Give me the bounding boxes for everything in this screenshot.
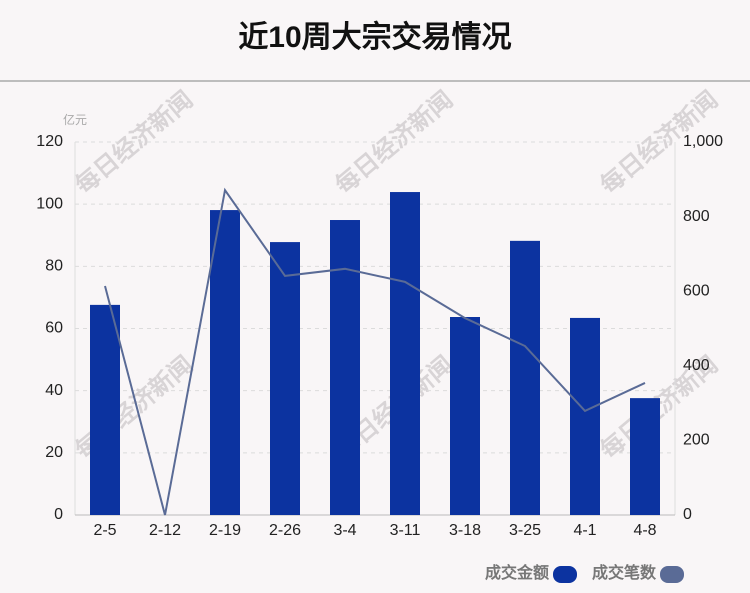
legend-label: 成交金额	[485, 563, 549, 582]
x-tick-label: 4-1	[573, 522, 596, 539]
y-tick-label: 120	[36, 133, 63, 150]
bar	[330, 220, 360, 515]
y-tick-label: 100	[36, 195, 63, 212]
chart-title: 近10周大宗交易情况	[238, 20, 511, 54]
y-tick-label: 20	[45, 444, 63, 461]
x-tick-label: 2-5	[93, 522, 116, 539]
x-tick-label: 2-12	[149, 522, 181, 539]
line	[104, 187, 646, 516]
bar	[510, 240, 540, 515]
x-tick-label: 3-18	[449, 522, 481, 539]
legend-swatch	[553, 566, 577, 583]
bar	[570, 317, 600, 515]
y-unit: 亿元	[63, 112, 87, 127]
bar	[390, 192, 420, 515]
bar	[450, 316, 480, 515]
y-tick-label: 40	[45, 382, 63, 399]
legend-swatch	[660, 566, 684, 583]
y2-tick-label: 200	[683, 432, 710, 449]
y-tick-label: 80	[45, 258, 63, 275]
y2-tick-label: 800	[683, 208, 710, 225]
bar	[630, 398, 660, 515]
x-tick-label: 4-8	[633, 522, 656, 539]
y-tick-label: 0	[54, 506, 63, 523]
x-tick-label: 2-26	[269, 522, 301, 539]
bar	[90, 304, 120, 515]
y2-tick-label: 0	[683, 506, 692, 523]
bar	[270, 242, 300, 516]
y-tick-label: 60	[45, 320, 63, 337]
x-tick-label: 3-4	[333, 522, 356, 539]
legend-label: 成交笔数	[592, 563, 657, 582]
bar	[210, 210, 240, 515]
y2-tick-label: 400	[683, 357, 710, 374]
x-tick-label: 2-19	[209, 522, 241, 539]
y2-tick-label: 600	[683, 282, 710, 299]
x-tick-label: 3-25	[509, 522, 541, 539]
y2-tick-label: 1,000	[683, 133, 723, 150]
x-tick-label: 3-11	[390, 522, 421, 539]
